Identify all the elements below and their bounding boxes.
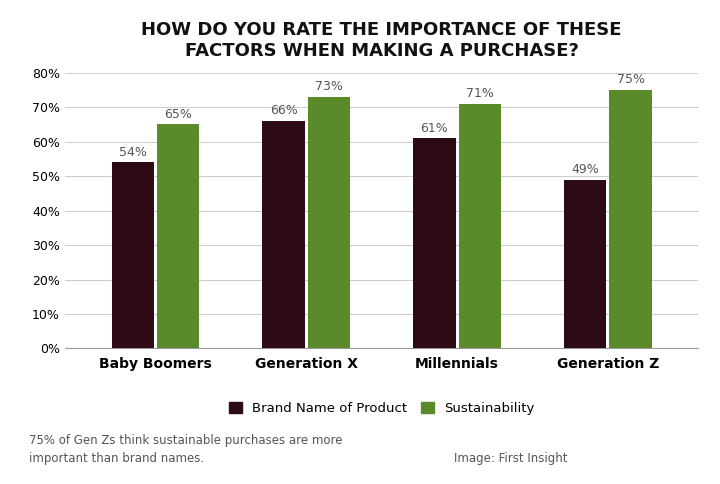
Text: 73%: 73% xyxy=(315,80,343,93)
Bar xyxy=(413,138,456,348)
Bar xyxy=(112,162,154,348)
Text: 66%: 66% xyxy=(270,105,297,118)
Text: 75%: 75% xyxy=(616,74,644,86)
Bar xyxy=(157,124,199,348)
Text: 49%: 49% xyxy=(572,163,599,176)
Text: 71%: 71% xyxy=(466,87,494,100)
Text: 65%: 65% xyxy=(164,108,192,121)
Bar xyxy=(307,97,350,348)
Bar xyxy=(564,180,606,348)
Bar xyxy=(609,90,652,348)
Bar xyxy=(459,104,501,348)
Text: 75% of Gen Zs think sustainable purchases are more
important than brand names.: 75% of Gen Zs think sustainable purchase… xyxy=(29,434,342,465)
Text: Image: First Insight: Image: First Insight xyxy=(454,452,567,465)
Text: 61%: 61% xyxy=(420,121,449,135)
Text: 54%: 54% xyxy=(119,146,147,159)
Legend: Brand Name of Product, Sustainability: Brand Name of Product, Sustainability xyxy=(223,396,540,420)
Bar xyxy=(262,121,305,348)
Title: HOW DO YOU RATE THE IMPORTANCE OF THESE
FACTORS WHEN MAKING A PURCHASE?: HOW DO YOU RATE THE IMPORTANCE OF THESE … xyxy=(141,21,622,60)
